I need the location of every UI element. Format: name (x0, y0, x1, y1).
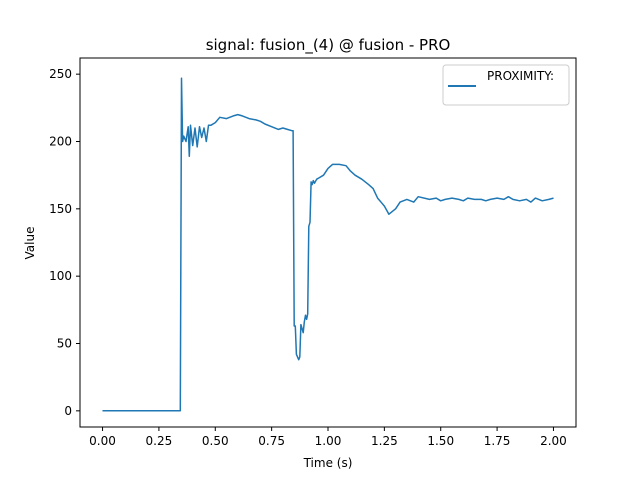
x-tick-label: 1.25 (371, 434, 398, 448)
x-tick-label: 0.25 (146, 434, 173, 448)
y-tick-label: 250 (49, 67, 72, 81)
x-axis: 0.00 0.25 0.50 0.75 1.00 1.25 1.50 1.75 2.00 (89, 427, 567, 448)
x-tick-label: 1.00 (315, 434, 342, 448)
plot-area (80, 58, 576, 427)
y-tick-label: 200 (49, 134, 72, 148)
y-tick-label: 100 (49, 269, 72, 283)
legend: PROXIMITY: (442, 64, 570, 106)
y-tick-label: 150 (49, 202, 72, 216)
y-axis-label: Value (23, 227, 37, 260)
y-axis: 0 50 100 150 200 250 (49, 67, 80, 418)
x-tick-label: 1.75 (484, 434, 511, 448)
x-tick-label: 0.50 (202, 434, 229, 448)
chart-title: signal: fusion_(4) @ fusion - PRO (206, 36, 451, 55)
x-tick-label: 0.75 (258, 434, 285, 448)
y-tick-label: 50 (57, 337, 72, 351)
x-axis-label: Time (s) (303, 456, 353, 470)
x-tick-label: 0.00 (89, 434, 116, 448)
x-tick-label: 2.00 (540, 434, 567, 448)
legend-box (442, 64, 570, 106)
y-tick-label: 0 (64, 404, 72, 418)
plot-frame (79, 57, 577, 428)
series-line (102, 77, 554, 412)
x-tick-label: 1.50 (427, 434, 454, 448)
legend-label: PROXIMITY: (487, 69, 554, 83)
